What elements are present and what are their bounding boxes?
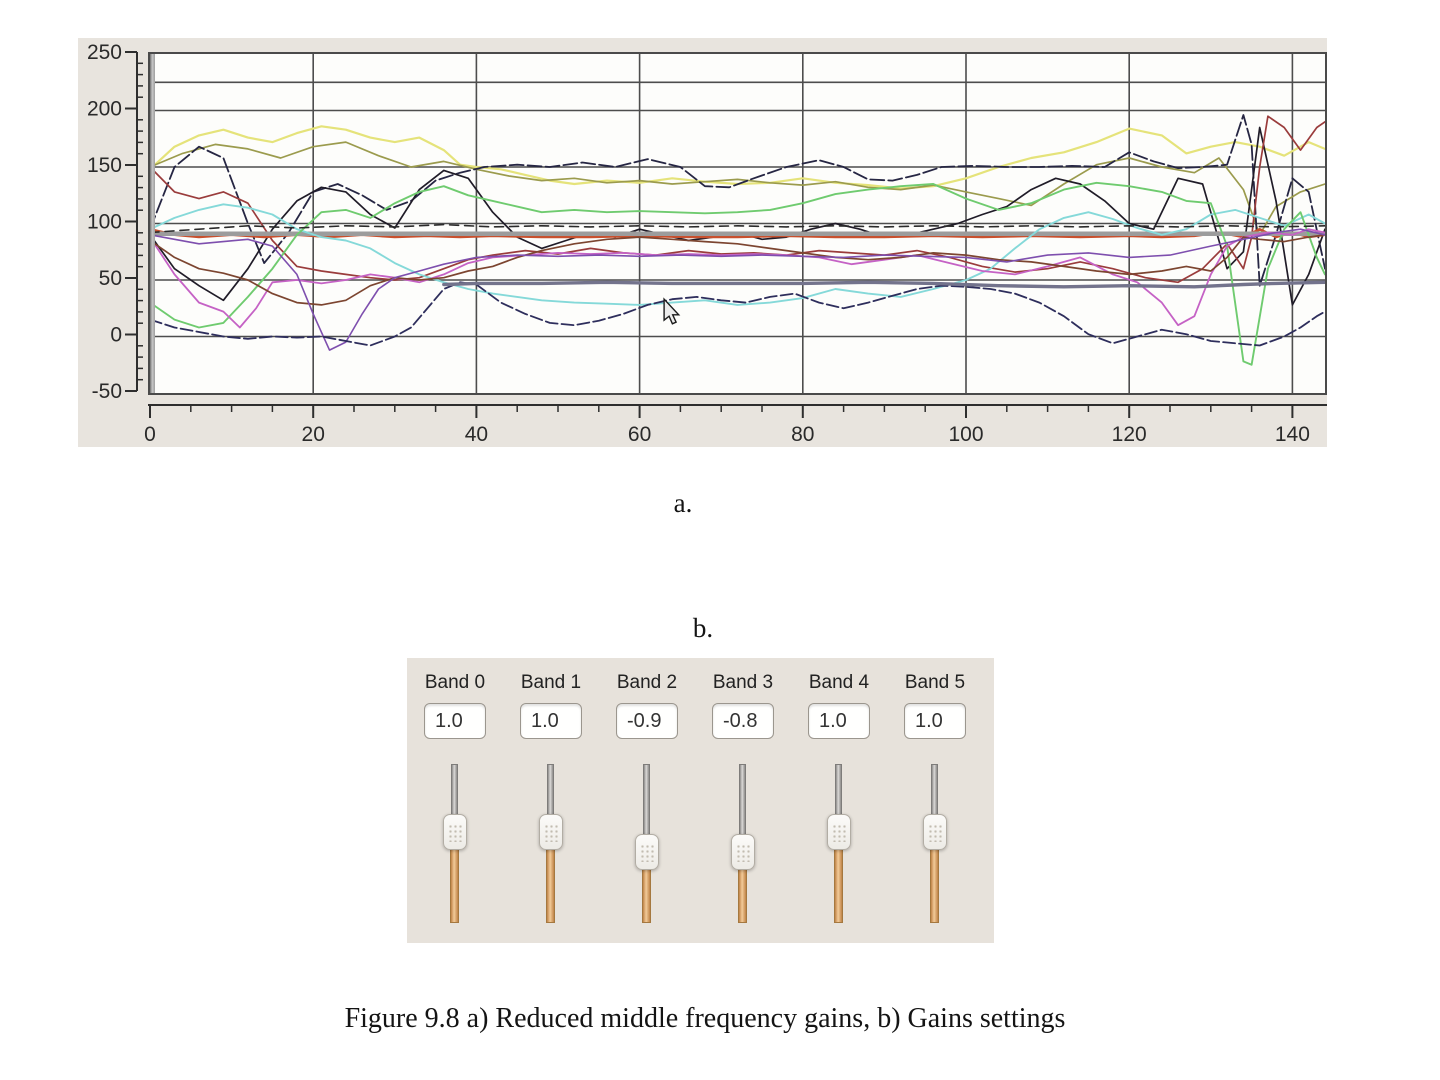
slider-thumb[interactable] — [731, 834, 755, 870]
band-gain-input[interactable] — [904, 703, 966, 739]
slider-track-upper — [835, 764, 842, 818]
band-gain-input[interactable] — [712, 703, 774, 739]
y-tick-label: 250 — [87, 41, 122, 64]
slider-thumb-texture — [928, 824, 944, 842]
band-slider[interactable] — [635, 764, 659, 924]
band-slider[interactable] — [539, 764, 563, 924]
series-magenta — [150, 228, 1325, 329]
x-tick-label: 40 — [465, 423, 488, 446]
subfigure-label-a: a. — [673, 488, 693, 518]
y-tick-label: 200 — [87, 98, 122, 121]
series-black2 — [150, 223, 1325, 234]
band-slider[interactable] — [827, 764, 851, 924]
slider-thumb-texture — [640, 844, 656, 862]
slider-track-upper — [739, 764, 746, 838]
slider-thumb[interactable] — [635, 834, 659, 870]
plot-left-border-strip — [150, 54, 155, 393]
band-control-0: Band 0 — [407, 658, 503, 943]
scope-traces — [150, 54, 1325, 393]
series-maroon — [150, 115, 1325, 284]
slider-track-lower — [930, 848, 939, 923]
band-control-4: Band 4 — [791, 658, 887, 943]
gains-settings-panel: Band 0 Band 1 Band 2 Band 3 Band 4 Band 5 — [407, 658, 994, 943]
x-tick-label: 100 — [948, 423, 983, 446]
y-tick-label: -50 — [92, 380, 122, 403]
band-gain-input[interactable] — [520, 703, 582, 739]
series-navy2 — [150, 281, 1325, 347]
series-olive — [150, 141, 1325, 236]
slider-thumb-texture — [448, 824, 464, 842]
x-tick-label: 60 — [628, 423, 651, 446]
series-green — [150, 181, 1325, 366]
band-label: Band 3 — [712, 672, 774, 693]
slider-track-lower — [546, 848, 555, 923]
band-gain-input[interactable] — [424, 703, 486, 739]
band-control-5: Band 5 — [887, 658, 983, 943]
slider-thumb-texture — [736, 844, 752, 862]
band-label: Band 1 — [520, 672, 582, 693]
slider-track-upper — [931, 764, 938, 818]
series-brown — [150, 233, 1325, 306]
figure-caption: Figure 9.8 a) Reduced middle frequency g… — [344, 1003, 1066, 1034]
subfigure-label-b: b. — [692, 613, 714, 643]
band-control-3: Band 3 — [695, 658, 791, 943]
slider-thumb[interactable] — [443, 814, 467, 850]
band-label: Band 5 — [904, 672, 966, 693]
slider-thumb-texture — [832, 824, 848, 842]
x-tick-label: 20 — [302, 423, 325, 446]
x-tick-label: 0 — [144, 423, 156, 446]
band-gain-input[interactable] — [616, 703, 678, 739]
y-tick-label: 50 — [99, 267, 122, 290]
slider-track-upper — [451, 764, 458, 818]
slider-track-lower — [642, 868, 651, 923]
slider-thumb[interactable] — [923, 814, 947, 850]
series-purple — [150, 228, 1325, 351]
x-axis-ruler: 0 20 40 60 80 100 120 140 — [144, 404, 1327, 446]
band-gain-input[interactable] — [808, 703, 870, 739]
series-navy1 — [150, 114, 1325, 287]
mouse-cursor-icon — [663, 297, 681, 325]
y-tick-label: 100 — [87, 211, 122, 234]
y-tick-label: 0 — [110, 324, 122, 347]
band-slider[interactable] — [731, 764, 755, 924]
series-cyan — [150, 203, 1325, 306]
band-label: Band 0 — [424, 672, 486, 693]
series-yellow — [150, 125, 1325, 190]
slider-track-lower — [834, 848, 843, 923]
slider-track-upper — [643, 764, 650, 838]
scope-plot-area[interactable] — [148, 52, 1327, 395]
band-slider[interactable] — [443, 764, 467, 924]
slider-thumb-texture — [544, 824, 560, 842]
x-tick-label: 80 — [791, 423, 814, 446]
slider-thumb[interactable] — [539, 814, 563, 850]
slider-track-lower — [738, 868, 747, 923]
slider-track-lower — [450, 848, 459, 923]
y-axis-ruler: -50 0 50 100 150 200 250 — [87, 41, 143, 403]
scope-panel: -50 0 50 100 150 200 250 0 20 40 60 80 100 120 140 — [78, 38, 1327, 447]
x-tick-label: 120 — [1112, 423, 1147, 446]
band-control-1: Band 1 — [503, 658, 599, 943]
band-label: Band 2 — [616, 672, 678, 693]
slider-thumb[interactable] — [827, 814, 851, 850]
series-slate-band — [442, 280, 1325, 289]
slider-track-upper — [547, 764, 554, 818]
band-slider[interactable] — [923, 764, 947, 924]
x-tick-label: 140 — [1275, 423, 1310, 446]
band-control-2: Band 2 — [599, 658, 695, 943]
band-label: Band 4 — [808, 672, 870, 693]
y-tick-label: 150 — [87, 154, 122, 177]
